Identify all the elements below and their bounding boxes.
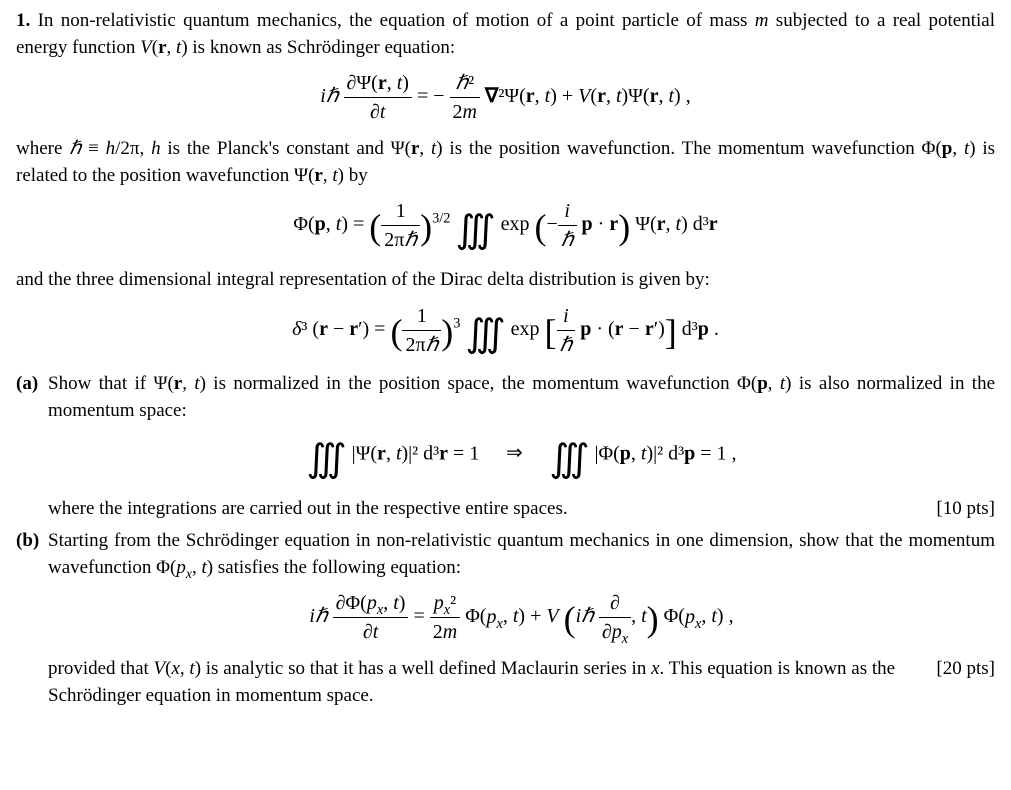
part-a-text: Show that if Ψ(r, t) is normalized in th… — [48, 371, 995, 424]
part-a-closing: where the integrations are carried out i… — [48, 496, 568, 523]
part-a-eq: ∭ |Ψ(r, t)|² d³r = 1 ⇒ ∭ |Φ(p, t)|² d³p … — [48, 433, 995, 486]
intro-text-1: In non-relativistic quantum mechanics, t… — [38, 10, 755, 31]
delta-distribution-eq: δ³ (r − r′) = (12πℏ)3 ∭ exp [iℏ p · (r −… — [16, 302, 995, 362]
implies-arrow: ⇒ — [484, 439, 544, 467]
potential-V: V — [140, 37, 152, 58]
part-b-closing: provided that V(x, t) is analytic so tha… — [48, 656, 912, 709]
schrodinger-equation: iℏ ∂Ψ(r, t)∂t = − ℏ²2m ∇²Ψ(r, t) + V(r, … — [16, 69, 995, 126]
mass-symbol: m — [755, 10, 769, 31]
part-a: (a) Show that if Ψ(r, t) is normalized i… — [16, 371, 995, 522]
part-b-points: [20 pts] — [912, 656, 995, 683]
eq1-rhs-pre: = − — [417, 85, 445, 107]
para2-a: where ℏ ≡ h/2π, h is the Planck's consta… — [16, 138, 995, 186]
part-b: (b) Starting from the Schrödinger equati… — [16, 528, 995, 709]
fourier-transform-eq: Φ(p, t) = (12πℏ)3/2 ∭ exp (−iℏ p · r) Ψ(… — [16, 197, 995, 257]
part-a-label: (a) — [16, 371, 48, 522]
part-b-label: (b) — [16, 528, 48, 709]
part-b-eq: iℏ ∂Φ(px, t)∂t = px²2m Φ(px, t) + V (iℏ … — [48, 589, 995, 646]
part-a-points: [10 pts] — [912, 496, 995, 523]
intro-text-3: is known as Schrödinger equation: — [188, 37, 456, 58]
para-delta: and the three dimensional integral repre… — [16, 267, 995, 294]
problem-number: 1. — [16, 10, 30, 31]
para-hbar-def: where ℏ ≡ h/2π, h is the Planck's consta… — [16, 136, 995, 189]
part-b-text: Starting from the Schrödinger equation i… — [48, 528, 995, 581]
eq1-lhs-pre: iℏ — [320, 85, 338, 107]
problem-intro: 1. In non-relativistic quantum mechanics… — [16, 8, 995, 61]
eq1-rhs-mid: ∇²Ψ(r, t) + V(r, t)Ψ(r, t) , — [485, 85, 691, 107]
